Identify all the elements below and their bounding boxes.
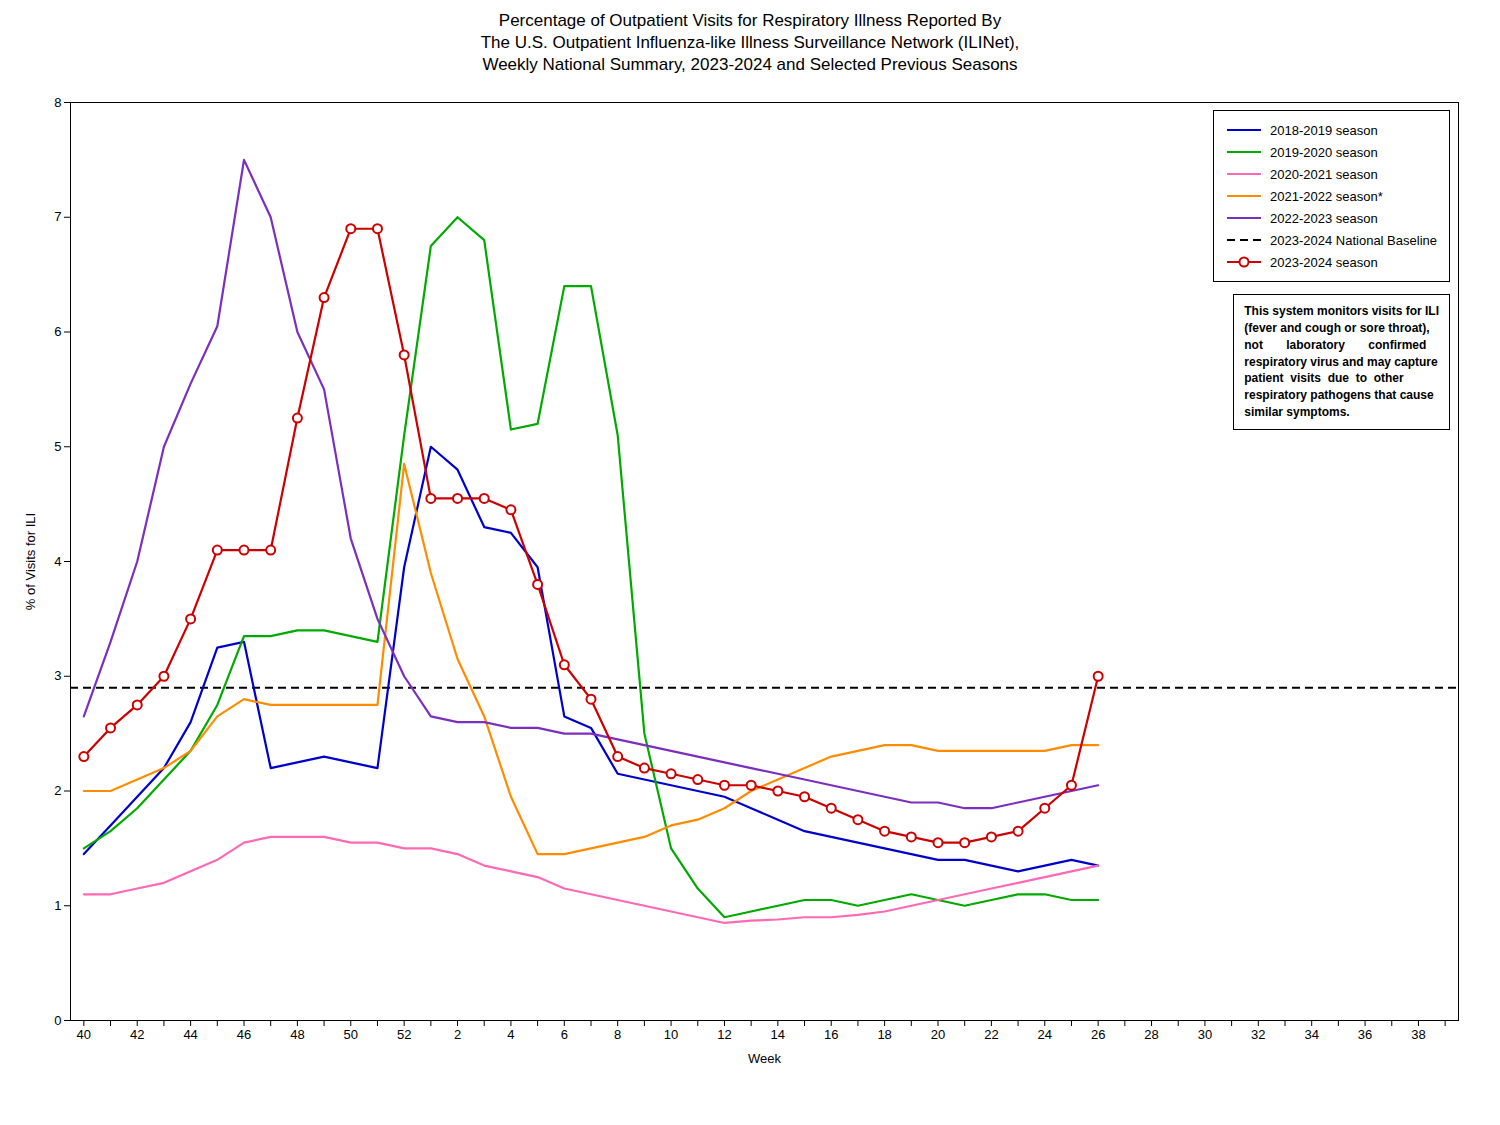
svg-text:8: 8 <box>54 95 61 110</box>
svg-text:46: 46 <box>237 1027 251 1042</box>
svg-text:12: 12 <box>717 1027 731 1042</box>
html-text:2023-2024 National Baseline: 2023-2024 National Baseline <box>1270 232 1437 248</box>
svg-text:2: 2 <box>54 783 61 798</box>
svg-text:16: 16 <box>824 1027 838 1042</box>
svg-text:6: 6 <box>54 324 61 339</box>
svg-text:10: 10 <box>664 1027 678 1042</box>
html-text:This system monitors visits fo: This system monitors visits for ILI (fev… <box>1244 304 1439 420</box>
html-text:2019-2020 season: 2019-2020 season <box>1270 144 1378 160</box>
svg-text:34: 34 <box>1304 1027 1318 1042</box>
svg-text:0: 0 <box>54 1013 61 1028</box>
svg-text:3: 3 <box>54 669 61 684</box>
svg-text:36: 36 <box>1358 1027 1372 1042</box>
svg-text:18: 18 <box>877 1027 891 1042</box>
svg-text:14: 14 <box>771 1027 785 1042</box>
svg-text:40: 40 <box>77 1027 91 1042</box>
html-text:2018-2019 season: 2018-2019 season <box>1270 122 1378 138</box>
svg-text:22: 22 <box>984 1027 998 1042</box>
html-text:2020-2021 season: 2020-2021 season <box>1270 166 1378 182</box>
html-text:Percentage of Outpatient Visit: Percentage of Outpatient Visits for Resp… <box>480 11 1020 75</box>
svg-text:1: 1 <box>54 898 61 913</box>
svg-text:38: 38 <box>1411 1027 1425 1042</box>
svg-text:42: 42 <box>130 1027 144 1042</box>
svg-text:48: 48 <box>290 1027 304 1042</box>
svg-text:24: 24 <box>1038 1027 1052 1042</box>
html-text:2022-2023 season: 2022-2023 season <box>1270 210 1378 226</box>
svg-text:4: 4 <box>507 1027 514 1042</box>
html-text:2023-2024 season: 2023-2024 season <box>1270 254 1378 270</box>
svg-text:52: 52 <box>397 1027 411 1042</box>
svg-text:2: 2 <box>454 1027 461 1042</box>
svg-text:44: 44 <box>183 1027 197 1042</box>
svg-text:32: 32 <box>1251 1027 1265 1042</box>
svg-text:50: 50 <box>344 1027 358 1042</box>
html-text:2021-2022 season*: 2021-2022 season* <box>1270 188 1383 204</box>
svg-text:26: 26 <box>1091 1027 1105 1042</box>
svg-text:30: 30 <box>1198 1027 1212 1042</box>
svg-text:7: 7 <box>54 210 61 225</box>
svg-text:20: 20 <box>931 1027 945 1042</box>
svg-text:6: 6 <box>561 1027 568 1042</box>
svg-text:% of Visits for ILI: % of Visits for ILI <box>23 513 38 610</box>
svg-text:Week: Week <box>748 1051 781 1066</box>
svg-text:4: 4 <box>54 554 61 569</box>
svg-text:5: 5 <box>54 439 61 454</box>
svg-text:8: 8 <box>614 1027 621 1042</box>
svg-text:28: 28 <box>1144 1027 1158 1042</box>
